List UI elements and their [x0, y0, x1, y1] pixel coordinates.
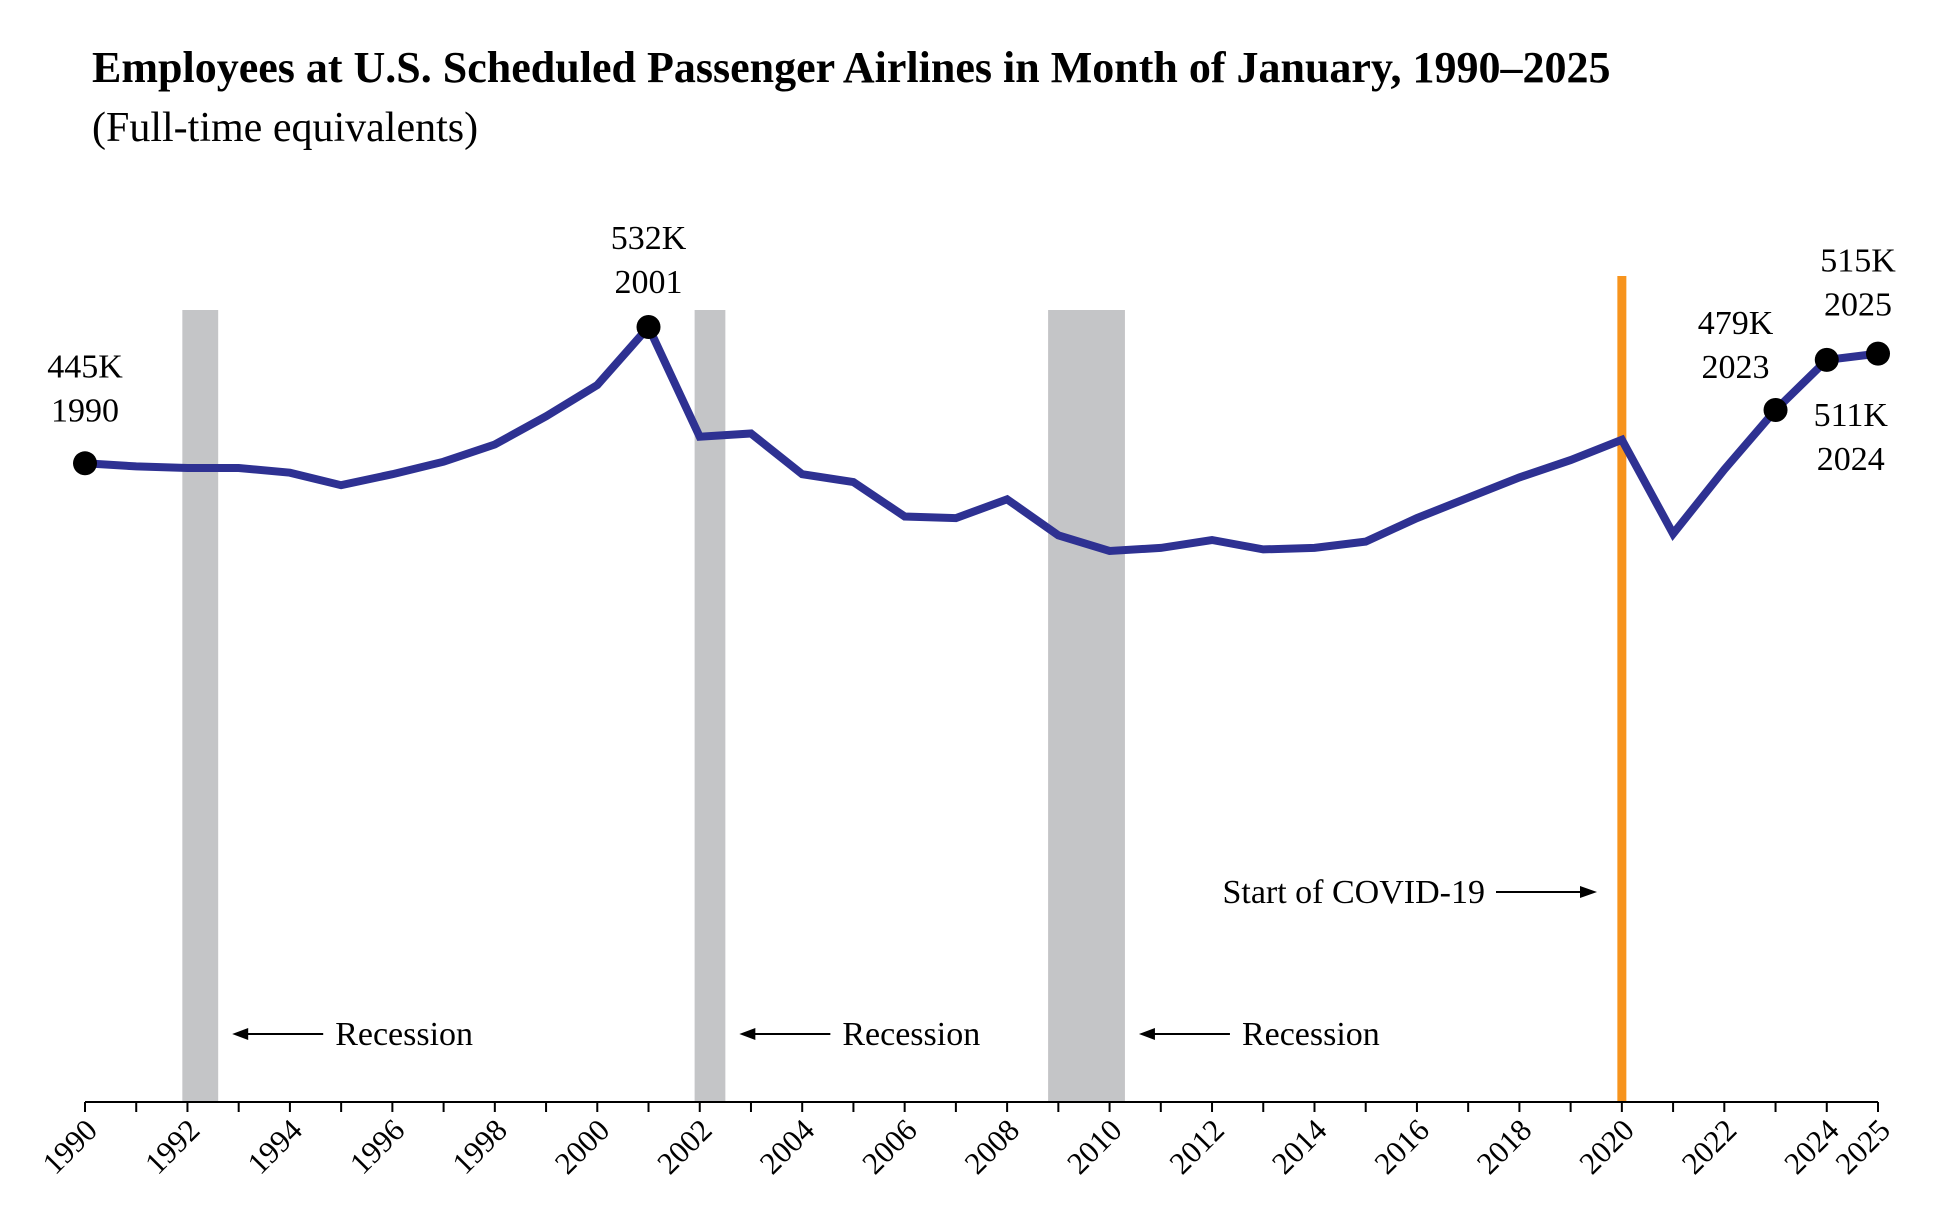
recession-arrowhead-2: [739, 1028, 756, 1040]
recession-bands: Recession Recession Recession: [182, 310, 1380, 1102]
x-tick-label-2006: 2006: [855, 1112, 924, 1181]
x-tick-label-2022: 2022: [1675, 1112, 1744, 1181]
data-label-year-2023: 2023: [1702, 349, 1770, 386]
data-label-year-2024: 2024: [1817, 441, 1885, 478]
recession-label-1: Recession: [335, 1016, 473, 1053]
x-tick-label-2004: 2004: [753, 1112, 822, 1181]
covid-arrowhead: [1580, 886, 1597, 898]
data-point-2025: [1866, 341, 1890, 366]
data-label-year-2001: 2001: [615, 264, 683, 301]
chart-title: Employees at U.S. Scheduled Passenger Ai…: [92, 43, 1611, 92]
x-tick-label-2002: 2002: [650, 1112, 719, 1181]
x-tick-label-2025: 2025: [1828, 1112, 1897, 1181]
recession-band-3: [1048, 310, 1125, 1102]
x-tick-label-2020: 2020: [1572, 1112, 1641, 1181]
data-label-value-2025: 515K: [1820, 243, 1896, 280]
x-tick-label-2012: 2012: [1162, 1112, 1231, 1181]
x-tick-label-2024: 2024: [1777, 1112, 1846, 1181]
chart-subtitle: (Full-time equivalents): [92, 105, 479, 151]
annotations: 445K 1990 532K 2001 479K 2023 511K 2024 515K 2025: [47, 220, 1896, 478]
x-tick-label-1998: 1998: [445, 1112, 514, 1181]
data-point-2023: [1763, 398, 1788, 423]
data-label-value-2001: 532K: [611, 220, 687, 257]
recession-arrowhead-1: [232, 1028, 249, 1040]
x-tick-label-2018: 2018: [1470, 1112, 1539, 1181]
data-label-year-1990: 1990: [51, 392, 119, 429]
recession-arrowhead-3: [1138, 1028, 1155, 1040]
x-tick-label-2000: 2000: [548, 1112, 617, 1181]
x-tick-label-2014: 2014: [1265, 1112, 1334, 1181]
data-point-1990: [73, 451, 97, 476]
recession-label-3: Recession: [1242, 1016, 1380, 1053]
data-label-year-2025: 2025: [1824, 287, 1892, 324]
data-label-value-2024: 511K: [1814, 397, 1889, 434]
data-point-2024: [1814, 347, 1839, 372]
x-tick-label-1990: 1990: [35, 1112, 104, 1181]
covid-label: Start of COVID-19: [1222, 874, 1485, 911]
data-label-value-2023: 479K: [1698, 305, 1774, 342]
x-axis: 1990 1992 1994 1996 1998 2000 2002 2004 2006 2008…: [35, 1101, 1897, 1181]
x-tick-label-2016: 2016: [1367, 1112, 1436, 1181]
recession-label-2: Recession: [842, 1016, 980, 1053]
series: [84, 319, 1879, 556]
covid-marker: Start of COVID-19: [1222, 276, 1627, 1102]
series-line-1: [84, 319, 1879, 556]
data-point-2001: [636, 315, 661, 339]
recession-band-1: [182, 310, 219, 1102]
recession-band-2: [694, 310, 726, 1102]
x-tick-label-1996: 1996: [343, 1112, 412, 1181]
data-label-value-1990: 445K: [47, 348, 123, 385]
x-tick-label-1994: 1994: [240, 1112, 309, 1181]
x-tick-label-2008: 2008: [957, 1112, 1026, 1181]
x-tick-label-2010: 2010: [1060, 1112, 1129, 1181]
x-tick-label-1992: 1992: [138, 1112, 207, 1181]
